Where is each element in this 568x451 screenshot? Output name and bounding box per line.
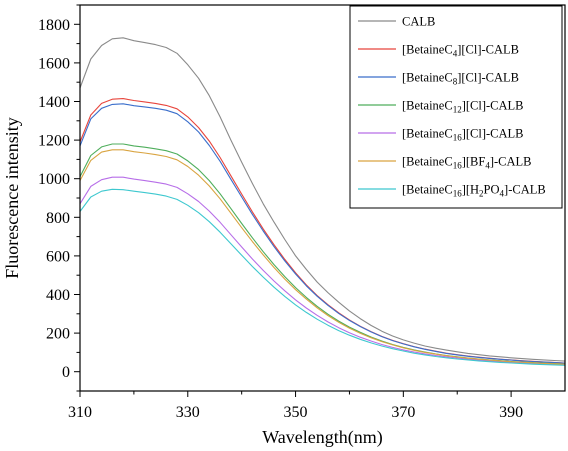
x-tick-label: 370 (391, 404, 415, 421)
y-axis-title: Fluorescence intensity (2, 117, 22, 278)
y-tick-label: 1400 (38, 94, 70, 111)
legend-box (349, 5, 563, 209)
y-tick-label: 400 (46, 287, 70, 304)
y-tick-label: 0 (62, 364, 70, 381)
x-axis: 310 330 350 370 390 (68, 391, 523, 421)
y-tick-label: 800 (46, 210, 70, 227)
x-axis-title: Wavelength(nm) (262, 427, 383, 448)
legend-label: [BetaineC8][Cl]-CALB (402, 71, 519, 87)
series-line-5 (79, 176, 566, 366)
y-axis: 0 200 400 600 800 1000 1200 1400 1600 1800 (38, 4, 80, 392)
series-line-6 (79, 149, 566, 365)
y-tick-label: 200 (46, 326, 70, 343)
y-tick-label: 1000 (38, 171, 70, 188)
x-tick-label: 350 (284, 404, 308, 421)
y-tick-label: 1800 (38, 17, 70, 34)
x-tick-label: 390 (499, 404, 523, 421)
x-tick-label: 330 (176, 404, 200, 421)
series-line-3 (79, 103, 566, 364)
legend-label: [BetaineC16][Cl]-CALB (402, 127, 524, 143)
legend-label: CALB (402, 15, 435, 29)
series-lines (79, 37, 566, 366)
legend-label: [BetaineC4][Cl]-CALB (402, 43, 519, 59)
legend-label: [BetaineC16][H2PO4]-CALB (402, 183, 546, 199)
y-tick-label: 1600 (38, 55, 70, 72)
legend: CALB [BetaineC4][Cl]-CALB [BetaineC8][Cl]-… (349, 5, 563, 209)
x-tick-label: 310 (68, 404, 92, 421)
legend-label: [BetaineC16][BF4]-CALB (402, 155, 531, 171)
series-line-1 (79, 37, 566, 362)
series-line-7 (79, 188, 566, 366)
y-tick-label: 1200 (38, 133, 70, 150)
y-tick-label: 600 (46, 248, 70, 265)
legend-label: [BetaineC12][Cl]-CALB (402, 99, 524, 115)
